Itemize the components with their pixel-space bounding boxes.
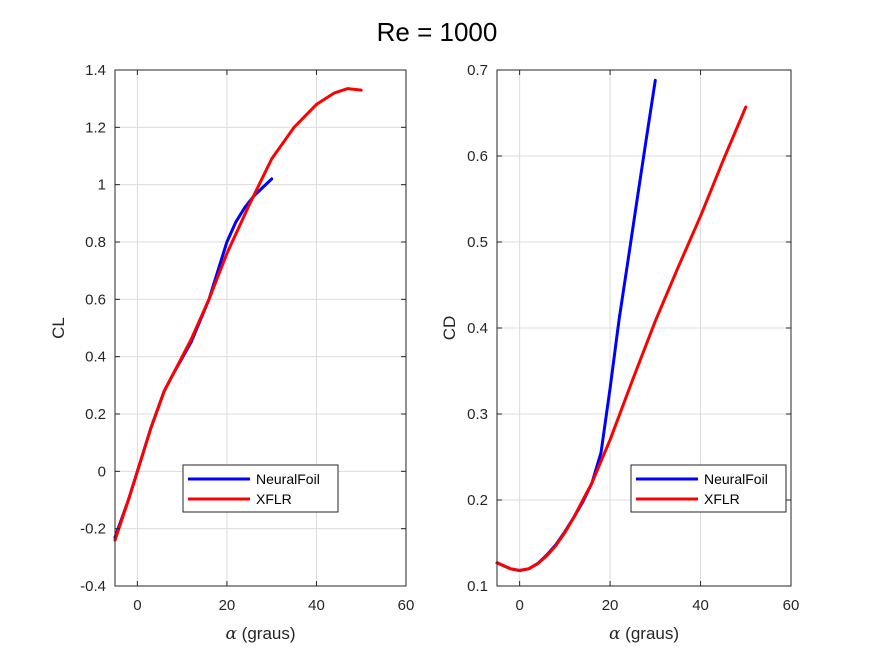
x-axis-label-symbol: α bbox=[609, 624, 621, 644]
x-tick-label: 20 bbox=[219, 597, 236, 614]
legend: NeuralFoil XFLR bbox=[630, 464, 787, 513]
chart-cd: 0 20 40 60 0.1 0.2 0.3 0.4 0.5 0.6 0.7 α (graus) CD N… bbox=[440, 62, 799, 644]
series-line-xflr bbox=[113, 87, 363, 542]
axes-frame bbox=[114, 69, 407, 587]
y-tick-label: 1.2 bbox=[85, 119, 106, 136]
y-tick-label: -0.2 bbox=[80, 521, 106, 538]
y-axis-label: CD bbox=[440, 316, 459, 341]
x-tick-label: 60 bbox=[398, 597, 415, 614]
y-tick-label: 1.4 bbox=[85, 62, 106, 79]
x-axis-label-text: (graus) bbox=[237, 624, 296, 643]
y-tick-label: 0.6 bbox=[85, 291, 106, 308]
legend-entry-xflr: XFLR bbox=[256, 491, 292, 507]
y-tick-label: -0.4 bbox=[80, 578, 106, 595]
x-tick-label: 20 bbox=[602, 597, 619, 614]
y-tick-label: 0.1 bbox=[467, 578, 488, 595]
y-tick-label: 1 bbox=[98, 177, 106, 194]
x-axis-label-symbol: α bbox=[225, 624, 237, 644]
legend-box bbox=[630, 464, 787, 513]
legend: NeuralFoil XFLR bbox=[182, 464, 339, 513]
legend-box bbox=[182, 464, 339, 513]
y-axis-label: CL bbox=[49, 317, 68, 339]
x-tick-label: 40 bbox=[308, 597, 325, 614]
y-tick-label: 0 bbox=[98, 463, 106, 480]
legend-entry-neuralfoil: NeuralFoil bbox=[256, 471, 320, 487]
x-axis-label-text: (graus) bbox=[620, 624, 679, 643]
x-tick-label: 0 bbox=[133, 597, 141, 614]
y-tick-label: 0.6 bbox=[467, 148, 488, 165]
x-tick-label: 0 bbox=[515, 597, 523, 614]
x-axis-label: α (graus) bbox=[225, 624, 295, 644]
legend-entry-xflr: XFLR bbox=[704, 491, 740, 507]
y-tick-label: 0.2 bbox=[85, 406, 106, 423]
figure-title: Re = 1000 bbox=[377, 17, 498, 47]
y-tick-label: 0.4 bbox=[85, 349, 106, 366]
y-tick-label: 0.8 bbox=[85, 234, 106, 251]
series-line-xflr bbox=[495, 105, 748, 572]
chart-cl: 0 20 40 60 -0.4 -0.2 0 0.2 0.4 0.6 0.8 1 1.2 1.4 α (gr… bbox=[49, 62, 414, 644]
x-tick-label: 40 bbox=[692, 597, 709, 614]
legend-entry-neuralfoil: NeuralFoil bbox=[704, 471, 768, 487]
x-tick-label: 60 bbox=[783, 597, 800, 614]
y-tick-label: 0.4 bbox=[467, 320, 488, 337]
y-tick-label: 0.7 bbox=[467, 62, 488, 79]
y-tick-label: 0.5 bbox=[467, 234, 488, 251]
x-axis-label: α (graus) bbox=[609, 624, 679, 644]
y-tick-label: 0.3 bbox=[467, 406, 488, 423]
y-tick-label: 0.2 bbox=[467, 492, 488, 509]
